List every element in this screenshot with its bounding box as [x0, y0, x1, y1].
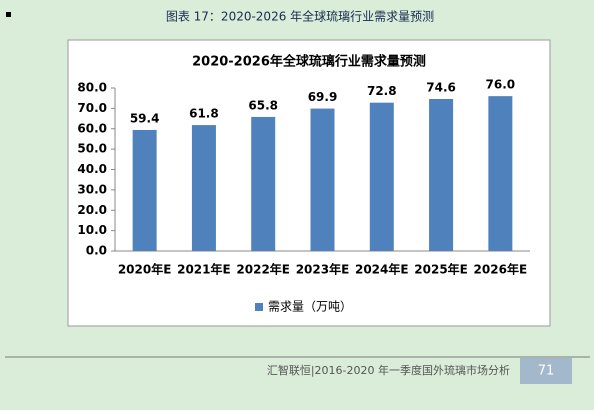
y-tick-label: 50.0 — [77, 142, 107, 156]
bar — [191, 125, 216, 251]
y-tick-label: 10.0 — [77, 223, 107, 237]
bar — [369, 102, 394, 251]
x-tick-label: 2022年E — [236, 262, 290, 277]
y-tick-label: 80.0 — [77, 81, 107, 95]
data-label: 65.8 — [248, 98, 278, 112]
data-label: 76.0 — [486, 78, 516, 92]
x-tick-label: 2026年E — [474, 262, 528, 277]
bar — [488, 96, 513, 252]
bar — [429, 99, 454, 251]
data-label: 61.8 — [189, 107, 219, 121]
x-tick-label: 2023年E — [296, 262, 350, 277]
data-label: 69.9 — [308, 90, 338, 104]
y-tick-label: 30.0 — [77, 182, 107, 196]
x-tick-label: 2021年E — [177, 262, 231, 277]
data-label: 72.8 — [367, 84, 397, 98]
footer-text: 汇智联恒|2016-2020 年一季度国外琉璃市场分析 — [267, 363, 510, 377]
bar — [132, 129, 157, 251]
page-number: 71 — [538, 364, 555, 379]
x-tick-label: 2025年E — [414, 262, 468, 277]
y-tick-label: 20.0 — [77, 203, 107, 217]
y-tick-label: 40.0 — [77, 162, 107, 176]
bullet — [6, 12, 11, 17]
x-tick-label: 2020年E — [118, 262, 172, 277]
bar — [310, 108, 335, 251]
data-label: 74.6 — [426, 81, 456, 95]
caption: 图表 17：2020-2026 年全球琉璃行业需求量预测 — [166, 9, 434, 24]
legend-swatch — [255, 303, 263, 311]
y-tick-label: 70.0 — [77, 101, 107, 115]
legend-label: 需求量（万吨） — [268, 300, 352, 314]
chart-title: 2020-2026年全球琉璃行业需求量预测 — [192, 54, 426, 70]
y-tick-label: 60.0 — [77, 121, 107, 135]
bar — [251, 116, 276, 252]
y-tick-label: 0.0 — [86, 244, 107, 258]
page-box — [520, 358, 572, 384]
x-tick-label: 2024年E — [355, 262, 409, 277]
data-label: 59.4 — [130, 111, 160, 125]
